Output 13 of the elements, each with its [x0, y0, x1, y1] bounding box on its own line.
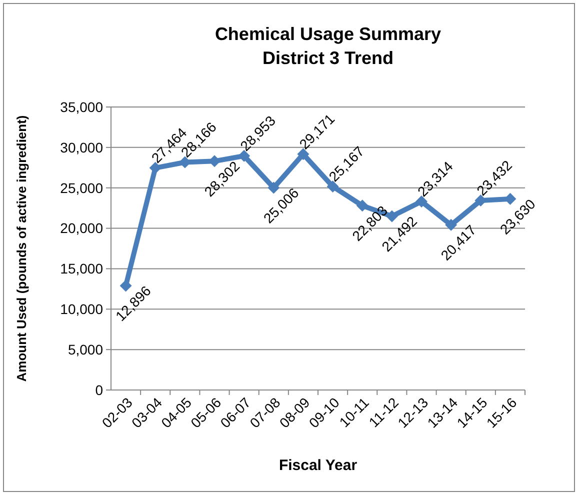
x-axis-title: Fiscal Year [278, 457, 358, 474]
point [297, 148, 310, 160]
y-tick-label: 10,000 [60, 301, 104, 318]
y-tick-label: 20,000 [60, 220, 104, 236]
chart-title: Chemical Usage Summary District 3 Trend [214, 24, 442, 68]
y-tick-label: 15,000 [60, 260, 104, 277]
y-tick-label: 5,000 [68, 341, 104, 358]
y-axis-title: Amount Used (pounds of active ingredient) [14, 115, 29, 382]
y-tick-label: 25,000 [60, 180, 104, 196]
y-tick-label: 35,000 [60, 98, 104, 115]
y-tick-label: 0 [95, 382, 104, 398]
point [326, 180, 339, 193]
y-tick-label: 30,000 [60, 139, 104, 156]
